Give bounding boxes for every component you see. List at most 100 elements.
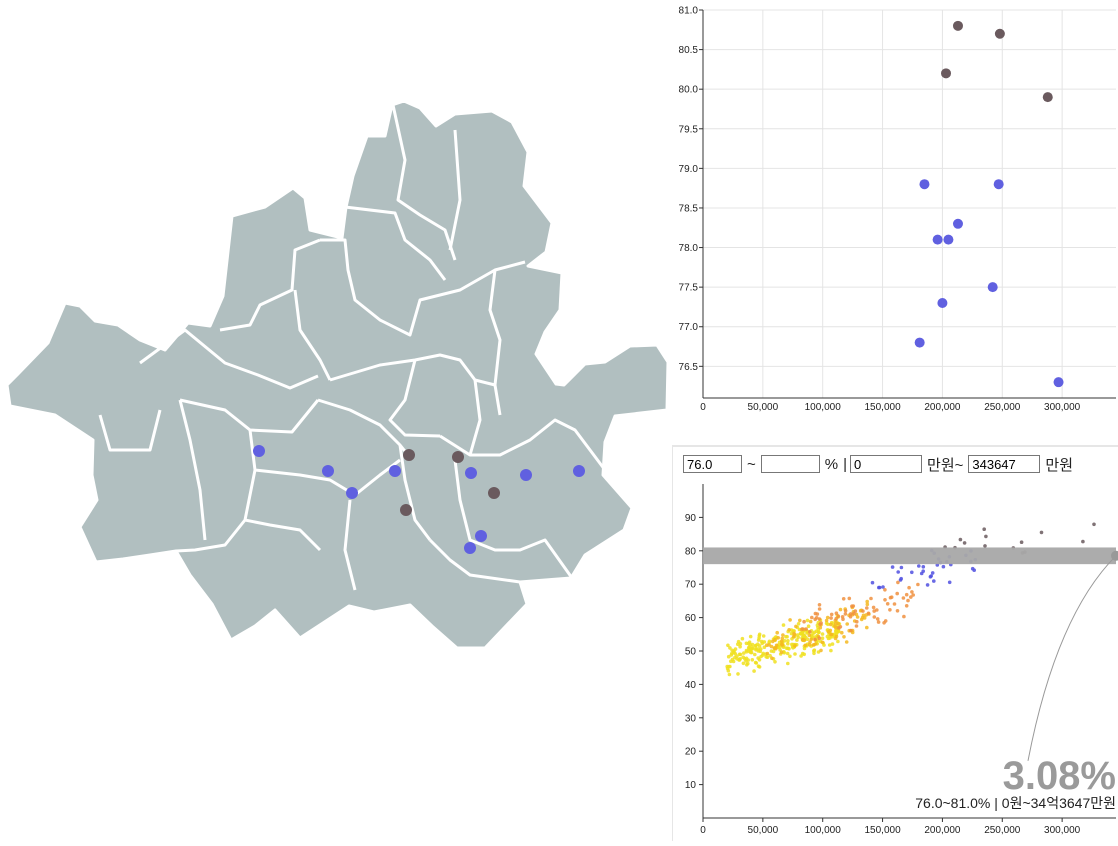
top-y-tick-label: 78.0 [679, 243, 699, 254]
map-point-blue[interactable] [520, 469, 532, 481]
top-point-blue[interactable] [987, 282, 998, 293]
rate-min-input[interactable] [683, 455, 742, 473]
distribution-scatter[interactable]: 0 50,000 100,000 150,000 200,000 250,000 300,0… [672, 478, 1118, 841]
bottom-point-gold [807, 643, 812, 647]
selection-band[interactable] [703, 547, 1116, 565]
percent-unit-label: % [824, 455, 839, 473]
map-point-gray[interactable] [403, 449, 415, 461]
bottom-point-yellow [738, 652, 743, 657]
map-point-blue[interactable] [322, 465, 334, 477]
bottom-point-gray [1081, 539, 1085, 544]
map-point-gray[interactable] [452, 451, 464, 463]
bottom-point-yellow [798, 632, 803, 636]
bottom-point-yellow [729, 653, 734, 657]
top-x-tick-label: 50,000 [748, 402, 779, 413]
bottom-point-orange [875, 617, 880, 621]
top-point-blue[interactable] [919, 179, 930, 190]
map-outline[interactable] [5, 99, 670, 650]
bottom-point-yellow [753, 652, 757, 657]
top-y-tick-label: 77.5 [679, 283, 699, 294]
bottom-point-blue [881, 585, 885, 589]
seoul-district-map[interactable] [0, 0, 672, 841]
top-point-gray[interactable] [952, 20, 963, 31]
rate-vs-price-scatter[interactable]: 0 50,000 100,000 150,000 200,000 250,000 300,0… [672, 0, 1118, 445]
bottom-point-gold [773, 637, 777, 642]
bottom-point-gold [819, 648, 823, 653]
bottom-point-yellow [812, 649, 816, 653]
bottom-point-orange [840, 615, 845, 619]
bottom-point-blue [917, 564, 921, 568]
bottom-chart-axes: 0 50,000 100,000 150,000 200,000 250,000 300,0… [685, 484, 1116, 836]
map-svg [5, 99, 670, 650]
bottom-y-tick-label: 90 [685, 513, 697, 524]
bottom-point-gold [828, 622, 833, 627]
filter-bar: ~ % | 만원~ 만원 [683, 453, 1078, 475]
bottom-point-gray [1092, 522, 1096, 527]
bottom-point-orange [843, 609, 848, 613]
bottom-point-orange [850, 604, 854, 608]
bottom-point-orange [837, 626, 841, 630]
bottom-point-orange [895, 591, 899, 596]
bottom-point-gold [776, 636, 780, 640]
top-point-blue[interactable] [993, 179, 1004, 190]
top-point-gray[interactable] [941, 68, 952, 79]
bottom-point-yellow [796, 622, 801, 626]
bottom-point-orange [901, 596, 906, 600]
bottom-point-yellow [795, 638, 799, 642]
bottom-point-gray [1039, 530, 1044, 535]
map-point-blue[interactable] [253, 445, 265, 457]
bottom-y-tick-label: 30 [685, 713, 697, 724]
bottom-point-yellow [738, 644, 742, 649]
map-point-blue[interactable] [389, 465, 401, 477]
map-point-blue[interactable] [475, 530, 487, 542]
top-x-tick-label: 250,000 [984, 402, 1021, 413]
bottom-point-orange [843, 612, 848, 616]
bottom-point-orange [854, 624, 859, 628]
bottom-point-gold [836, 621, 841, 626]
map-point-gray[interactable] [488, 487, 500, 499]
bottom-x-tick-label: 250,000 [984, 825, 1021, 836]
bottom-point-orange [910, 590, 914, 594]
bottom-point-orange [808, 630, 812, 634]
bottom-point-blue [877, 585, 881, 590]
bottom-point-gray [962, 541, 967, 545]
bottom-point-yellow [805, 618, 810, 623]
bottom-point-gold [788, 618, 792, 622]
bottom-point-yellow [756, 642, 760, 646]
price-max-input[interactable] [968, 455, 1041, 473]
top-point-gray[interactable] [1042, 92, 1053, 103]
top-point-blue[interactable] [932, 234, 943, 245]
bottom-point-orange [802, 619, 806, 624]
bottom-point-orange [906, 598, 910, 603]
map-point-gray[interactable] [400, 504, 412, 516]
bottom-point-gold [809, 637, 813, 642]
top-point-blue[interactable] [914, 337, 925, 348]
bottom-point-yellow [756, 649, 761, 653]
top-point-blue[interactable] [1053, 377, 1064, 388]
bottom-point-orange [829, 612, 834, 617]
bottom-point-gold [803, 643, 808, 648]
bottom-point-orange [861, 609, 865, 613]
bottom-point-gray [984, 534, 988, 539]
top-point-blue[interactable] [943, 234, 954, 245]
top-point-gray[interactable] [994, 28, 1005, 39]
bottom-point-orange [817, 603, 822, 607]
bottom-point-yellow [768, 653, 772, 658]
bottom-point-orange [848, 612, 853, 616]
top-point-blue[interactable] [952, 218, 963, 229]
map-point-blue[interactable] [464, 542, 476, 554]
bottom-point-gold [865, 602, 870, 607]
leader-dot [1111, 550, 1118, 561]
map-point-blue[interactable] [573, 465, 585, 477]
price-min-input[interactable] [850, 455, 923, 473]
bottom-point-gold [865, 599, 869, 604]
map-point-blue[interactable] [346, 487, 358, 499]
top-x-tick-label: 100,000 [805, 402, 842, 413]
bottom-point-orange [888, 608, 892, 612]
top-x-tick-label: 200,000 [924, 402, 961, 413]
rate-max-input[interactable] [760, 455, 820, 473]
map-point-blue[interactable] [465, 467, 477, 479]
bottom-point-yellow [781, 623, 786, 627]
bottom-point-gold [808, 619, 813, 624]
top-point-blue[interactable] [937, 297, 948, 308]
